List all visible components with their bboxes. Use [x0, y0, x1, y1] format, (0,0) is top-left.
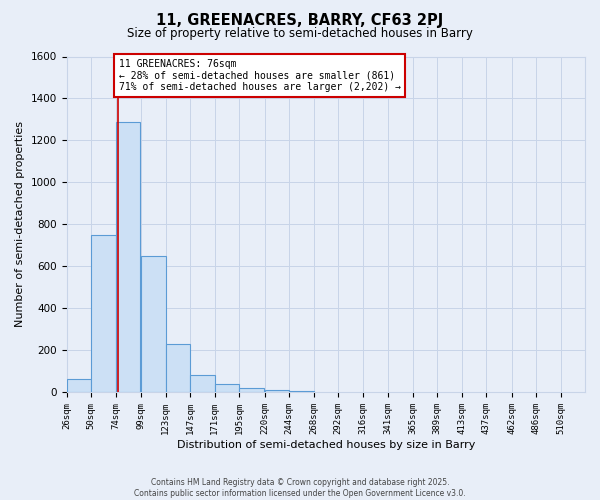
Text: Contains HM Land Registry data © Crown copyright and database right 2025.
Contai: Contains HM Land Registry data © Crown c… — [134, 478, 466, 498]
Text: Size of property relative to semi-detached houses in Barry: Size of property relative to semi-detach… — [127, 28, 473, 40]
Bar — [215, 384, 239, 392]
Bar — [239, 388, 263, 392]
Bar — [141, 256, 166, 392]
Bar — [265, 390, 289, 392]
Text: 11 GREENACRES: 76sqm
← 28% of semi-detached houses are smaller (861)
71% of semi: 11 GREENACRES: 76sqm ← 28% of semi-detac… — [119, 58, 401, 92]
Bar — [91, 235, 116, 392]
Bar — [67, 379, 91, 392]
Y-axis label: Number of semi-detached properties: Number of semi-detached properties — [15, 122, 25, 328]
Bar — [166, 344, 190, 393]
X-axis label: Distribution of semi-detached houses by size in Barry: Distribution of semi-detached houses by … — [176, 440, 475, 450]
Bar — [190, 374, 215, 392]
Bar — [116, 122, 140, 392]
Text: 11, GREENACRES, BARRY, CF63 2PJ: 11, GREENACRES, BARRY, CF63 2PJ — [157, 12, 443, 28]
